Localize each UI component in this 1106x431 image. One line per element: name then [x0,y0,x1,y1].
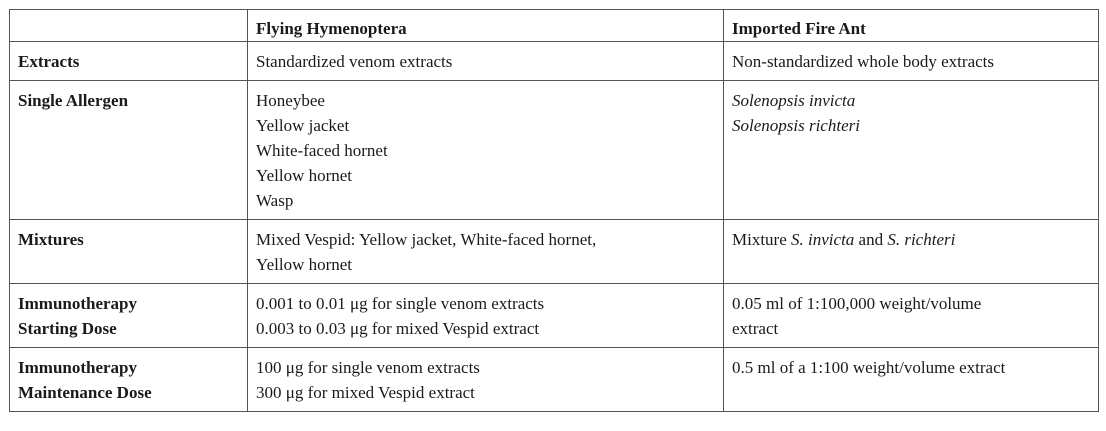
table-row-starting-dose: Immunotherapy Starting Dose 0.001 to 0.0… [9,283,1099,348]
cell-starting-dose-hymenoptera: 0.001 to 0.01 μg for single venom extrac… [247,283,724,348]
starting-dose-fire-ant-line-1: 0.05 ml of 1:100,000 weight/volume [732,294,982,313]
venom-immunotherapy-table: Flying Hymenoptera Imported Fire Ant Ext… [9,9,1099,412]
header-flying-hymenoptera: Flying Hymenoptera [247,9,724,42]
maintenance-dose-mixed-vespid: 300 μg for mixed Vespid extract [256,383,475,402]
table-header-row: Flying Hymenoptera Imported Fire Ant [9,9,1099,42]
mixtures-species-invicta: S. invicta [791,230,855,249]
cell-mixtures-fire-ant: Mixture S. invicta and S. richteri [723,219,1099,284]
cell-extracts-hymenoptera: Standardized venom extracts [247,41,724,81]
allergen-solenopsis-invicta: Solenopsis invicta [732,91,856,110]
cell-extracts-fire-ant: Non-standardized whole body extracts [723,41,1099,81]
table-row-maintenance-dose: Immunotherapy Maintenance Dose 100 μg fo… [9,347,1099,412]
row-label-extracts: Extracts [9,41,248,81]
maintenance-dose-single-venom: 100 μg for single venom extracts [256,358,480,377]
cell-maintenance-dose-hymenoptera: 100 μg for single venom extracts 300 μg … [247,347,724,412]
starting-dose-fire-ant-line-2: extract [732,319,779,338]
starting-dose-label-line-1: Immunotherapy [18,294,138,313]
cell-single-allergen-hymenoptera: Honeybee Yellow jacket White-faced horne… [247,80,724,220]
row-label-maintenance-dose: Immunotherapy Maintenance Dose [9,347,248,412]
allergen-honeybee: Honeybee [256,91,325,110]
mixtures-hymenoptera-line-1: Mixed Vespid: Yellow jacket, White-faced… [256,230,597,249]
allergen-yellow-jacket: Yellow jacket [256,116,350,135]
table-row-extracts: Extracts Standardized venom extracts Non… [9,41,1099,81]
maintenance-dose-label-line-1: Immunotherapy [18,358,138,377]
allergen-yellow-hornet: Yellow hornet [256,166,353,185]
cell-starting-dose-fire-ant: 0.05 ml of 1:100,000 weight/volume extra… [723,283,1099,348]
allergen-solenopsis-richteri: Solenopsis richteri [732,116,860,135]
mixtures-fire-ant-prefix: Mixture [732,230,792,249]
header-corner-cell [9,9,248,42]
table-row-single-allergen: Single Allergen Honeybee Yellow jacket W… [9,80,1099,220]
starting-dose-mixed-vespid: 0.003 to 0.03 μg for mixed Vespid extrac… [256,319,540,338]
header-imported-fire-ant: Imported Fire Ant [723,9,1099,42]
allergen-wasp: Wasp [256,191,294,210]
starting-dose-label-line-2: Starting Dose [18,319,117,338]
starting-dose-single-venom: 0.001 to 0.01 μg for single venom extrac… [256,294,545,313]
row-label-single-allergen: Single Allergen [9,80,248,220]
mixtures-species-richteri: S. richteri [887,230,956,249]
mixtures-hymenoptera-line-2: Yellow hornet [256,255,353,274]
maintenance-dose-label-line-2: Maintenance Dose [18,383,152,402]
table-row-mixtures: Mixtures Mixed Vespid: Yellow jacket, Wh… [9,219,1099,284]
row-label-starting-dose: Immunotherapy Starting Dose [9,283,248,348]
row-label-mixtures: Mixtures [9,219,248,284]
cell-mixtures-hymenoptera: Mixed Vespid: Yellow jacket, White-faced… [247,219,724,284]
mixtures-fire-ant-conj: and [854,230,888,249]
cell-single-allergen-fire-ant: Solenopsis invicta Solenopsis richteri [723,80,1099,220]
allergen-white-faced-hornet: White-faced hornet [256,141,388,160]
cell-maintenance-dose-fire-ant: 0.5 ml of a 1:100 weight/volume extract [723,347,1099,412]
maintenance-dose-fire-ant-line-1: 0.5 ml of a 1:100 weight/volume extract [732,358,1006,377]
